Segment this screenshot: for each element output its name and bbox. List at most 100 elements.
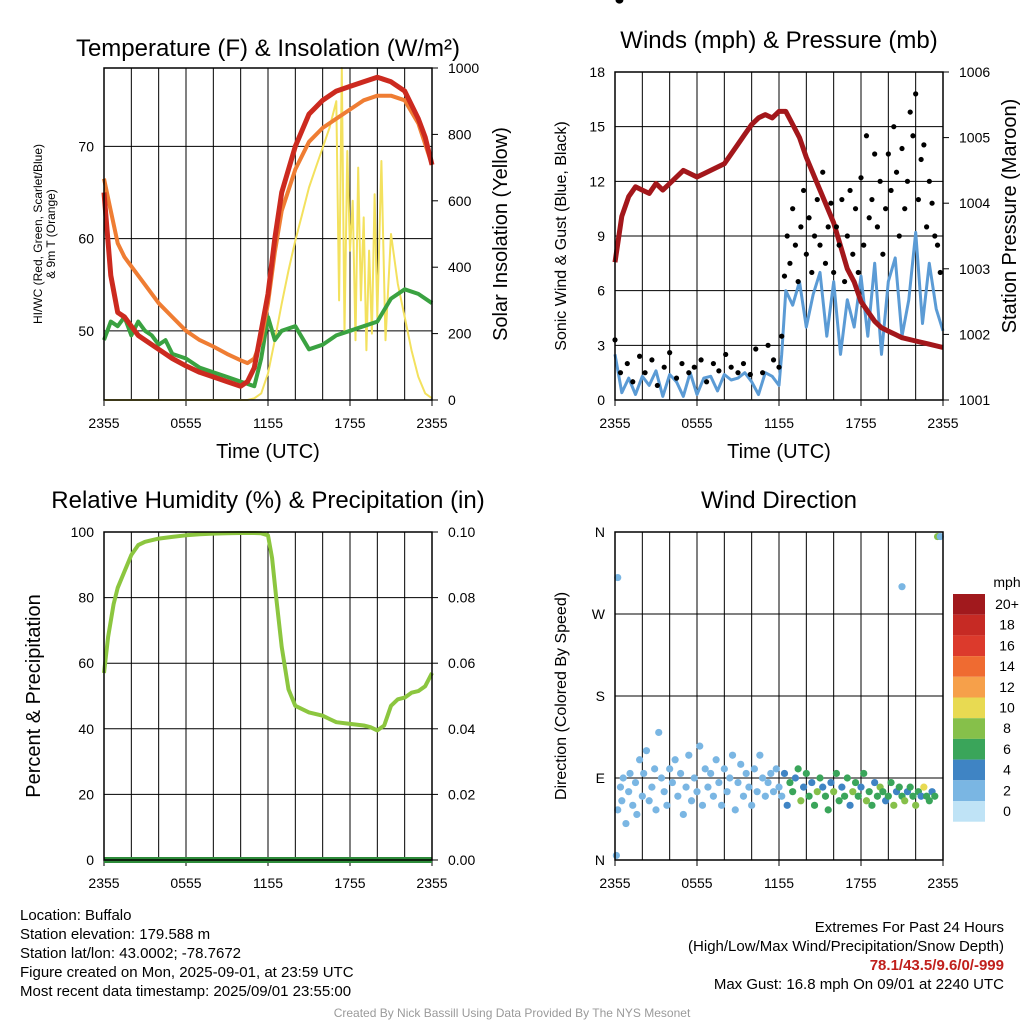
gust-point <box>924 224 930 230</box>
gust-point <box>932 233 938 239</box>
legend-swatch <box>953 780 985 801</box>
gust-point <box>842 278 848 285</box>
wind-direction-point <box>756 751 764 759</box>
gust-point <box>844 233 850 239</box>
gust-point <box>874 224 881 230</box>
y2-tick-label: 1004 <box>959 195 990 211</box>
wind-direction-point <box>745 783 753 791</box>
created-text: Figure created on Mon, 2025-09-01, at 23… <box>20 964 354 981</box>
wind-direction-point <box>775 783 783 791</box>
wind-direction-point <box>931 792 939 800</box>
y2-tick-label: 0.06 <box>448 655 475 671</box>
y-tick-label: N <box>595 852 605 868</box>
y2-tick-label: 1006 <box>959 64 990 80</box>
gust-point <box>885 151 891 157</box>
gust-point <box>617 370 624 376</box>
wind-direction-point <box>698 801 707 809</box>
y2-tick-label: 0.08 <box>448 590 475 606</box>
temperature-plot-border <box>103 67 433 401</box>
legend-swatch <box>953 614 985 636</box>
humidity-title: Relative Humidity (%) & Precipitation (i… <box>51 487 484 514</box>
wind-direction-point <box>737 760 745 768</box>
credit-text: Created By Nick Bassill Using Data Provi… <box>333 1006 691 1020</box>
wind-direction-point <box>753 788 761 796</box>
gust-point <box>918 156 924 163</box>
wind-direction-point <box>616 0 624 4</box>
wind-direction-point <box>726 774 734 782</box>
y2-tick-label: 0.04 <box>448 721 475 737</box>
wind-direction-point <box>739 792 748 800</box>
gust-point <box>888 187 894 194</box>
wind-direction-point <box>862 797 871 805</box>
x-tick-label: 1155 <box>253 875 283 891</box>
wind-direction-point <box>677 769 685 778</box>
wind-direction-point <box>786 778 794 787</box>
gust-point <box>883 206 889 212</box>
wind-direction-point <box>685 751 693 759</box>
gust-point <box>817 242 823 248</box>
x-tick-label: 1755 <box>845 415 876 431</box>
x-tick-label: 1755 <box>334 875 365 891</box>
wind-direction-point <box>655 728 663 737</box>
extremes-subtitle: (High/Low/Max Wind/Precipitation/Snow De… <box>688 938 1004 955</box>
gust-point <box>861 242 867 248</box>
y-tick-label: 3 <box>597 337 605 353</box>
winds-plot-border <box>614 71 944 401</box>
max-gust-text: Max Gust: 16.8 mph On 09/01 at 2240 UTC <box>713 976 1004 993</box>
temperature-ylabel-line2: & 9m T (Orange) <box>44 189 58 279</box>
wind-direction-point <box>707 769 715 778</box>
latlon-text: Station lat/lon: 43.0002; -78.7672 <box>20 945 242 962</box>
gust-point <box>787 260 793 266</box>
y2-tick-label: 1001 <box>959 392 990 408</box>
gust-point <box>716 368 722 374</box>
legend-label: 6 <box>1003 741 1011 757</box>
x-tick-label: 1755 <box>334 415 365 431</box>
wind-direction-point <box>671 756 679 764</box>
wind-direction-point <box>674 792 682 800</box>
legend-label: 10 <box>999 700 1015 716</box>
gust-point <box>926 178 932 184</box>
gust-point <box>820 169 826 175</box>
wind-direction-point <box>901 797 909 805</box>
legend-label: 18 <box>999 617 1015 633</box>
wind-direction-point <box>619 774 627 782</box>
wind-direction-point <box>709 792 718 800</box>
wind-direction-point <box>846 801 854 809</box>
x-tick-label: 2355 <box>599 415 630 431</box>
wind-direction-point <box>860 769 868 778</box>
wind-direction-point <box>849 788 857 796</box>
gust-point <box>904 178 911 184</box>
y2-tick-label: 0 <box>448 392 456 408</box>
gust-point <box>921 142 927 148</box>
x-tick-label: 2355 <box>927 415 958 431</box>
wind-direction-point <box>715 778 723 787</box>
wind-direction-point <box>898 583 906 591</box>
winds-chart: Winds (mph) & Pressure (mb) 2355 0555 1155 1… <box>553 27 1021 463</box>
temperature-ylabel-line1: HI/WC (Red, Green, Scarlet/Blue) <box>31 144 45 324</box>
legend-label: 16 <box>999 637 1015 653</box>
legend-label: 14 <box>999 658 1015 674</box>
gust-point <box>809 269 815 276</box>
gust-point <box>686 370 692 376</box>
wind-direction-point <box>843 774 851 782</box>
gust-point <box>803 251 809 257</box>
wind-direction-point <box>690 774 698 782</box>
wind-direction-point <box>626 769 634 778</box>
wind-direction-point <box>618 797 626 805</box>
gust-point <box>801 187 807 194</box>
wind-direction-point <box>648 783 656 791</box>
wind-direction-point <box>936 532 944 541</box>
gust-point <box>855 269 861 276</box>
x-tick-label: 2355 <box>416 415 447 431</box>
y2-tick-label: 800 <box>448 126 472 142</box>
wind-direction-point <box>734 778 742 787</box>
y2-tick-label: 200 <box>448 326 472 342</box>
wind-direction-point <box>778 792 786 800</box>
x-tick-label: 1155 <box>764 875 794 891</box>
y-tick-label: 50 <box>78 323 94 339</box>
gust-point <box>792 242 799 248</box>
gust-point <box>929 200 935 206</box>
wind-direction-point <box>616 783 625 791</box>
wind-direction-point <box>759 774 767 782</box>
legend-swatch <box>953 594 985 615</box>
